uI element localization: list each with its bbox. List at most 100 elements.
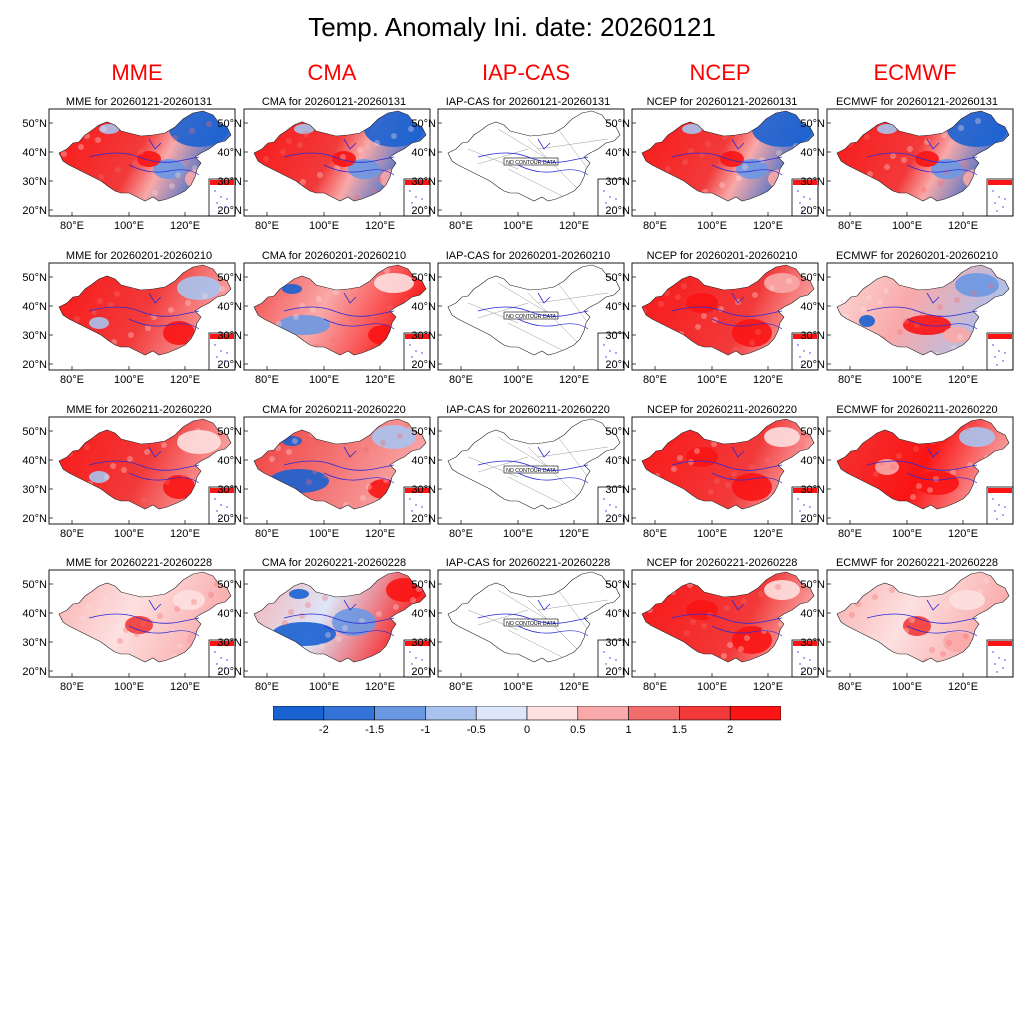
south-china-sea-inset [403,332,431,371]
south-china-sea-inset [986,178,1014,217]
lat-tick-label: 50°N [22,426,47,438]
south-china-sea-inset [597,332,625,371]
lon-tick-label: 120°E [753,220,783,232]
panel-title: CMA for 20260211-20260220 [262,404,406,416]
lat-tick-label: 20°N [217,205,242,217]
lon-tick-label: 100°E [892,681,922,693]
lon-tick-label: 120°E [948,374,978,386]
lat-tick-label: 30°N [411,176,436,188]
south-china-sea-inset [597,639,625,678]
lat-tick-label: 40°N [22,455,47,467]
lat-tick-label: 30°N [217,176,242,188]
lat-tick-label: 20°N [217,359,242,371]
colorbar-label: -1.5 [365,724,384,736]
map-panel: ECMWF for 20260201-20260210 50°N 40°N 30°N 2… [800,250,1014,402]
lat-tick-label: 40°N [605,455,630,467]
panel-title: ECMWF for 20260221-20260228 [835,557,999,569]
lat-tick-label: 40°N [605,301,630,313]
colorbar-label: -2 [319,724,329,736]
lon-tick-label: 100°E [697,681,727,693]
anomaly-map: 50°N 40°N 30°N 20°N 80°E 100°E 120°E [800,262,1014,386]
lon-tick-label: 100°E [114,681,144,693]
lat-tick-label: 40°N [217,455,242,467]
south-china-sea-inset [597,486,625,525]
lat-tick-label: 20°N [800,666,825,678]
lon-tick-label: 100°E [114,374,144,386]
lon-tick-label: 100°E [892,220,922,232]
south-china-sea-inset [791,639,819,678]
lat-tick-label: 50°N [605,426,630,438]
lon-tick-label: 100°E [503,528,533,540]
anomaly-map: NO CONTOUR DATA 50°N 40°N 30°N 20°N 80°E 100°E… [411,108,625,232]
lon-tick-label: 100°E [503,681,533,693]
lat-tick-label: 30°N [800,637,825,649]
lat-tick-label: 30°N [411,330,436,342]
lat-tick-label: 40°N [800,147,825,159]
lon-tick-label: 120°E [559,374,589,386]
lon-tick-label: 80°E [449,528,473,540]
map-panel: NCEP for 20260201-20260210 50°N 40°N 30°N 20… [605,250,819,402]
lat-tick-label: 20°N [411,359,436,371]
lon-tick-label: 120°E [365,220,395,232]
lat-tick-label: 50°N [800,579,825,591]
lon-tick-label: 100°E [309,220,339,232]
lat-tick-label: 30°N [217,484,242,496]
lat-tick-label: 30°N [605,484,630,496]
lat-tick-label: 50°N [217,579,242,591]
figure-title: Temp. Anomaly Ini. date: 20260121 [308,12,716,42]
panel-title: MME for 20260211-20260220 [66,404,212,416]
lat-tick-label: 30°N [605,176,630,188]
lat-tick-label: 50°N [217,118,242,130]
map-panel: CMA for 20260211-20260220 50°N 40°N 30°N 20°… [217,404,431,556]
lat-tick-label: 30°N [800,484,825,496]
lat-tick-label: 40°N [217,301,242,313]
lat-tick-label: 50°N [800,426,825,438]
south-china-sea-inset [597,178,625,217]
lat-tick-label: 20°N [22,666,47,678]
lon-tick-label: 100°E [309,374,339,386]
south-china-sea-inset [791,332,819,371]
lat-tick-label: 50°N [411,426,436,438]
colorbar-swatch [526,706,579,721]
south-china-sea-inset [986,486,1014,525]
map-panel: CMA for 20260221-20260228 50°N 40°N 30°N 20°… [217,557,431,709]
anomaly-map: 50°N 40°N 30°N 20°N 80°E 100°E 120°E [22,262,236,386]
colorbar-swatch [425,706,477,721]
anomaly-map: 50°N 40°N 30°N 20°N 80°E 100°E 120°E [605,262,819,386]
map-panel: MME for 20260221-20260228 50°N 40°N 30°N 20°… [22,557,236,709]
panel-title: IAP-CAS for 20260121-20260131 [445,96,611,108]
lat-tick-label: 20°N [22,513,47,525]
colorbar: -2 -1.5 -1 -0.5 0 0.5 1 1.5 2 [273,706,781,736]
lat-tick-label: 30°N [605,330,630,342]
colorbar-swatch [577,706,629,721]
lon-tick-label: 100°E [114,220,144,232]
lat-tick-label: 20°N [411,513,436,525]
colorbar-label: 2 [727,724,733,736]
lat-tick-label: 20°N [217,513,242,525]
lon-tick-label: 80°E [255,374,279,386]
lon-tick-label: 120°E [753,528,783,540]
panel-title: NCEP for 20260221-20260228 [646,557,798,569]
lat-tick-label: 50°N [217,426,242,438]
lon-tick-label: 120°E [365,528,395,540]
anomaly-map: 50°N 40°N 30°N 20°N 80°E 100°E 120°E [22,569,236,693]
model-header-cma: CMA [307,60,357,85]
lon-tick-label: 80°E [838,220,862,232]
model-header-iap-cas: IAP-CAS [481,60,571,85]
map-panel: MME for 20260201-20260210 50°N 40°N 30°N 20°… [22,250,236,402]
lat-tick-label: 40°N [411,455,436,467]
lat-tick-label: 40°N [605,608,630,620]
lon-tick-label: 120°E [948,220,978,232]
colorbar-swatch [475,706,528,721]
panel-title: ECMWF for 20260121-20260131 [835,96,999,108]
lon-tick-label: 100°E [697,528,727,540]
anomaly-map: 50°N 40°N 30°N 20°N 80°E 100°E 120°E [217,108,431,232]
colorbar-label: 0.5 [570,724,585,736]
anomaly-map: 50°N 40°N 30°N 20°N 80°E 100°E 120°E [217,416,431,540]
lon-tick-label: 80°E [643,220,667,232]
lat-tick-label: 20°N [605,666,630,678]
lat-tick-label: 50°N [605,272,630,284]
lon-tick-label: 80°E [60,374,84,386]
lat-tick-label: 20°N [217,666,242,678]
lat-tick-label: 30°N [217,637,242,649]
